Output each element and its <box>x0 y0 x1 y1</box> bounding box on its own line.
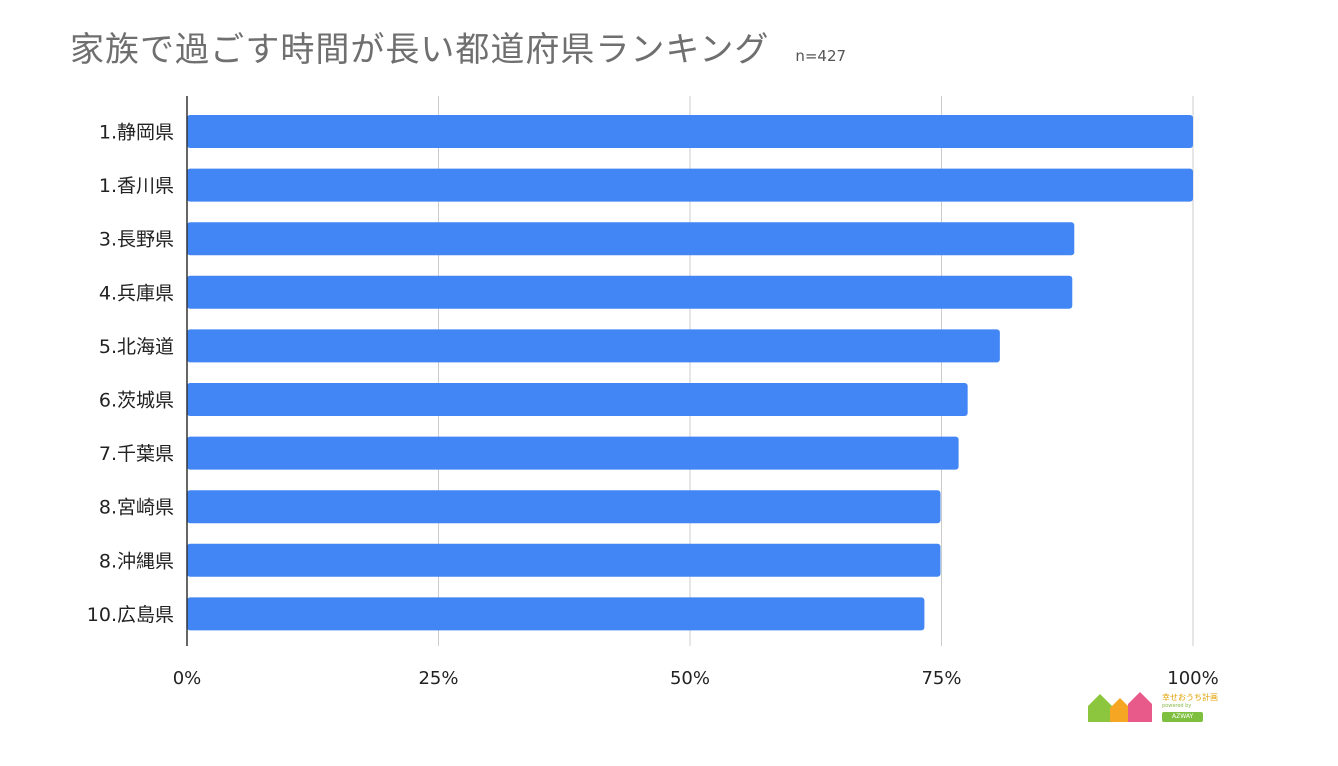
logo-sub-text: powered by <box>1162 702 1192 709</box>
logo-main-text: 幸せおうち計画 <box>1162 692 1218 702</box>
x-tick-label: 50% <box>670 668 710 689</box>
category-label: 10.広島県 <box>87 604 174 626</box>
category-label: 1.香川県 <box>99 175 174 197</box>
chart-subtitle: n=427 <box>795 47 847 65</box>
bar <box>187 168 1193 202</box>
house-logo-icon <box>1088 692 1152 722</box>
logo-badge: AZWAY <box>1162 711 1204 722</box>
category-label: 8.沖縄県 <box>99 550 174 572</box>
category-label: 5.北海道 <box>99 336 174 358</box>
x-tick-label: 0% <box>173 668 202 689</box>
bar <box>187 490 941 524</box>
bar <box>187 115 1193 148</box>
chart-header: 家族で過ごす時間が長い都道府県ランキング n=427 <box>70 22 846 71</box>
category-label: 3.長野県 <box>99 229 174 251</box>
chart-title: 家族で過ごす時間が長い都道府県ランキング <box>70 30 770 70</box>
category-label: 7.千葉県 <box>99 443 174 465</box>
house-icon-green <box>1088 694 1112 722</box>
bar <box>187 543 941 577</box>
x-tick-label: 100% <box>1167 668 1218 689</box>
category-label: 6.茨城県 <box>99 390 174 412</box>
house-icon-orange <box>1110 698 1130 722</box>
category-label: 4.兵庫県 <box>99 282 174 304</box>
bar <box>187 436 959 470</box>
category-label: 1.静岡県 <box>99 122 174 144</box>
bar <box>187 222 1075 256</box>
bar <box>187 329 1000 363</box>
bar <box>187 275 1073 309</box>
bar <box>187 383 968 416</box>
x-tick-label: 25% <box>418 668 458 689</box>
logo-text: 幸せおうち計画 powered by AZWAY <box>1162 693 1218 722</box>
category-label: 8.宮崎県 <box>99 497 174 519</box>
brand-logo: 幸せおうち計画 powered by AZWAY <box>1086 690 1218 724</box>
house-icon-pink <box>1128 692 1152 722</box>
x-tick-label: 75% <box>921 668 961 689</box>
bar <box>187 597 925 631</box>
house-icons <box>1086 690 1158 724</box>
